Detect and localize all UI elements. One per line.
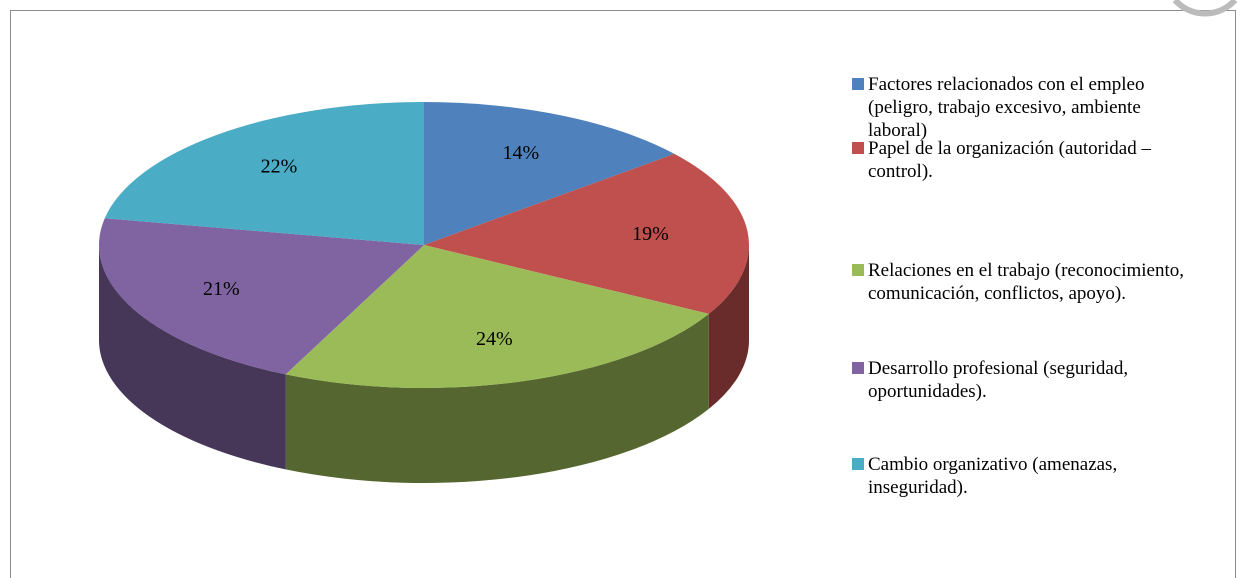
data-label: 24% bbox=[476, 328, 513, 350]
slice bbox=[424, 153, 749, 314]
legend-label: Cambio organizativo (amenazas, insegurid… bbox=[868, 454, 1118, 498]
slice-shade bbox=[285, 313, 709, 483]
chart-frame bbox=[10, 10, 1236, 578]
slice-side bbox=[98, 245, 286, 470]
legend-label: Desarrollo profesional (seguridad, oport… bbox=[868, 358, 1129, 402]
data-label: 22% bbox=[261, 155, 298, 177]
legend-item: Papel de la organización (autoridad – co… bbox=[852, 137, 1202, 183]
legend-label: Papel de la organización (autoridad – co… bbox=[868, 138, 1151, 182]
data-label: 14% bbox=[503, 142, 540, 164]
legend-swatch bbox=[852, 142, 864, 154]
slice bbox=[99, 218, 424, 375]
legend-label: Factores relacionados con el empleo (pel… bbox=[868, 74, 1145, 141]
slice-shade bbox=[98, 245, 286, 470]
legend-item: Desarrollo profesional (seguridad, oport… bbox=[852, 357, 1202, 403]
legend-swatch bbox=[852, 78, 864, 90]
legend-swatch bbox=[852, 264, 864, 276]
slice bbox=[424, 102, 675, 245]
slice bbox=[285, 245, 709, 388]
legend-swatch bbox=[852, 458, 864, 470]
legend-swatch bbox=[852, 362, 864, 374]
slice-side bbox=[285, 313, 709, 483]
decoration bbox=[1172, 0, 1238, 17]
slice-shade bbox=[708, 245, 749, 409]
data-label: 19% bbox=[632, 223, 669, 245]
data-label: 21% bbox=[203, 278, 240, 300]
slice bbox=[104, 101, 424, 245]
legend-item: Cambio organizativo (amenazas, insegurid… bbox=[852, 453, 1202, 499]
legend-label: Relaciones en el trabajo (reconocimiento… bbox=[868, 260, 1185, 304]
slice-side bbox=[708, 245, 749, 409]
legend-item: Relaciones en el trabajo (reconocimiento… bbox=[852, 259, 1202, 305]
legend-item: Factores relacionados con el empleo (pel… bbox=[852, 73, 1202, 142]
